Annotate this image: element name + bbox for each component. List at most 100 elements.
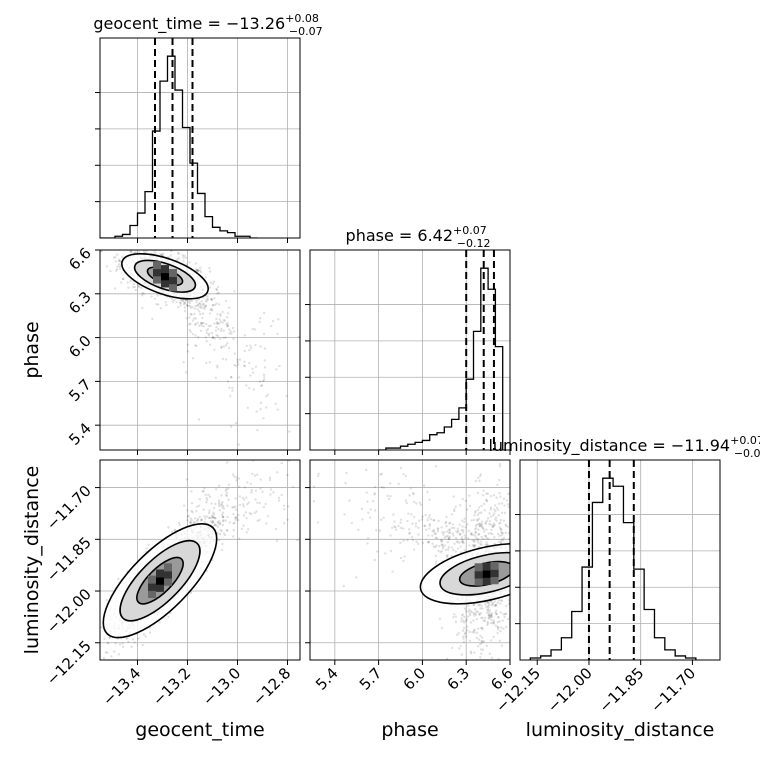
sample-point	[114, 260, 118, 263]
sample-point	[190, 490, 193, 493]
sample-point	[277, 499, 281, 502]
sample-point	[241, 496, 244, 500]
sample-point	[498, 462, 502, 466]
sample-point	[463, 632, 467, 636]
sample-point	[194, 322, 197, 326]
sample-point	[232, 506, 235, 509]
sample-point	[461, 529, 465, 532]
sample-point	[445, 515, 448, 519]
sample-point	[472, 603, 475, 607]
sample-point	[481, 628, 484, 631]
sample-point	[221, 310, 224, 314]
sample-point	[511, 550, 513, 552]
sample-point	[169, 254, 173, 257]
sample-point	[496, 532, 500, 536]
sample-point	[460, 617, 463, 620]
sample-point	[481, 526, 485, 530]
sample-point	[211, 336, 214, 340]
sample-point	[228, 328, 231, 331]
sample-point	[459, 644, 462, 648]
sample-point	[211, 335, 215, 339]
sample-point	[456, 527, 460, 530]
sample-point	[216, 366, 219, 369]
sample-point	[421, 541, 425, 545]
sample-point	[382, 486, 386, 489]
sample-point	[262, 332, 266, 336]
sample-point	[266, 514, 270, 518]
sample-point	[208, 361, 212, 364]
sample-point	[411, 491, 415, 495]
sample-point	[487, 613, 491, 616]
panel-frame	[309, 459, 511, 661]
sample-point	[225, 491, 229, 495]
sample-point	[201, 321, 204, 325]
sample-point	[324, 429, 326, 431]
sample-point	[473, 539, 476, 542]
sample-point	[293, 508, 295, 510]
sample-point	[154, 233, 156, 235]
sample-point	[262, 505, 266, 509]
sample-point	[484, 543, 487, 547]
sample-point	[511, 586, 513, 588]
sample-point	[432, 530, 436, 534]
sample-point	[209, 281, 213, 284]
sample-point	[234, 364, 238, 368]
sample-point	[514, 614, 516, 616]
sample-point	[444, 521, 447, 525]
sample-point	[480, 616, 483, 620]
sample-point	[256, 519, 259, 522]
sample-point	[477, 523, 481, 526]
sample-point	[469, 650, 473, 653]
sample-point	[477, 538, 480, 541]
sample-point	[221, 511, 225, 514]
sample-point	[485, 500, 489, 503]
density-bin	[164, 563, 172, 572]
sample-point	[492, 494, 496, 497]
sample-point	[112, 650, 116, 653]
sample-point	[498, 540, 501, 543]
sample-point	[412, 548, 416, 551]
sample-point	[274, 402, 277, 405]
sample-point	[426, 518, 429, 522]
sample-point	[408, 531, 411, 535]
sample-point	[213, 337, 216, 340]
sample-point	[113, 287, 117, 290]
sample-point	[361, 518, 364, 521]
sample-point	[410, 513, 413, 516]
sample-point	[243, 334, 246, 337]
sample-point	[129, 250, 133, 253]
sample-point	[258, 316, 262, 320]
sample-point	[199, 321, 203, 325]
sample-point	[479, 540, 483, 543]
sample-point	[237, 518, 240, 522]
sample-point	[488, 512, 491, 515]
sample-point	[505, 604, 508, 608]
sample-point	[498, 465, 502, 468]
sample-point	[132, 282, 136, 286]
sample-point	[497, 522, 501, 525]
sample-point	[475, 617, 479, 621]
sample-point	[493, 542, 496, 546]
scatter-points	[293, 406, 516, 668]
sample-point	[481, 666, 483, 668]
density-bin	[153, 261, 161, 270]
sample-point	[484, 534, 487, 538]
sample-point	[496, 626, 500, 629]
sample-point	[489, 615, 493, 618]
sample-point	[353, 406, 355, 408]
sample-point	[315, 524, 317, 526]
sample-point	[129, 246, 131, 248]
sample-point	[452, 615, 455, 619]
sample-point	[446, 554, 449, 557]
sample-point	[461, 635, 465, 638]
sample-point	[106, 242, 108, 244]
sample-point	[127, 640, 130, 644]
sample-point	[288, 430, 291, 433]
sample-point	[460, 529, 463, 532]
sample-point	[209, 308, 212, 312]
sample-point	[355, 576, 358, 579]
sample-point	[454, 536, 458, 540]
sample-point	[238, 358, 242, 361]
sample-point	[217, 484, 221, 487]
